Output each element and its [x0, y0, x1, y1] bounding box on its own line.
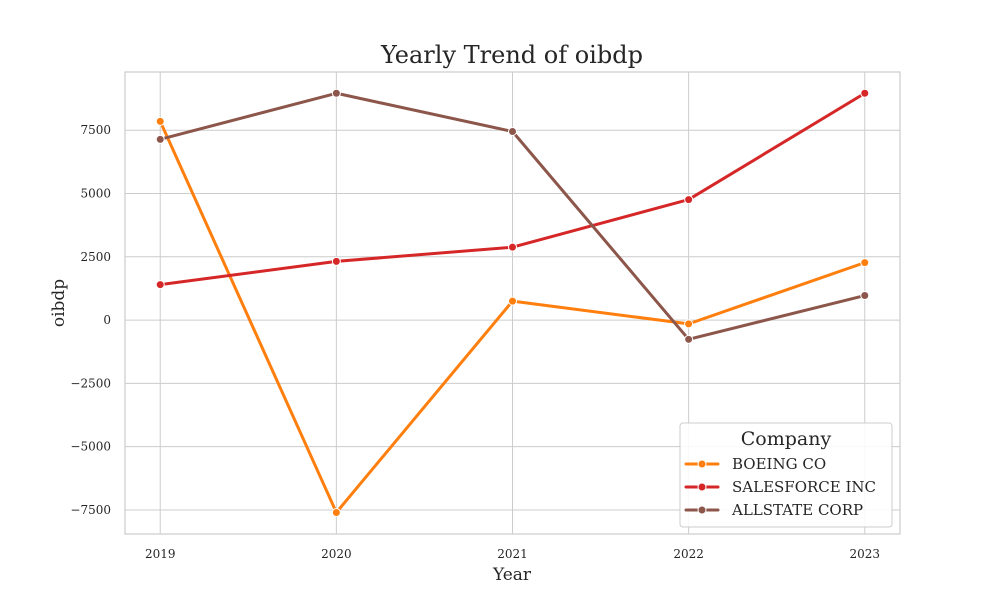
y-tick-label: 0 [103, 313, 111, 327]
legend-swatch-marker [697, 459, 707, 469]
chart-title: Yearly Trend of oibdp [380, 41, 643, 69]
legend-entry-allstate-corp: ALLSTATE CORP [684, 501, 863, 519]
y-tick-label: −7500 [70, 503, 111, 517]
legend-label: SALESFORCE INC [732, 478, 876, 496]
y-tick-label: −2500 [70, 376, 111, 390]
data-point [508, 242, 517, 252]
data-point [684, 334, 694, 344]
series-salesforce-inc [155, 88, 870, 290]
x-tick-label: 2023 [849, 547, 880, 561]
x-tick-label: 2020 [321, 547, 352, 561]
x-tick-labels: 2019 2020 2021 2022 2023 [145, 547, 880, 561]
data-point [684, 319, 694, 329]
legend-swatch-marker [697, 482, 707, 492]
legend-title: Company [741, 428, 832, 450]
legend-entries: BOEING CO SALESFORCE INC ALLSTATE CORP [684, 455, 876, 519]
data-point [860, 88, 870, 98]
data-point [331, 88, 341, 98]
series-boeing-co [155, 116, 870, 517]
data-point [860, 291, 870, 301]
y-tick-label: 5000 [80, 187, 111, 201]
data-point [155, 280, 165, 290]
legend: Company BOEING CO SALESFORCE INC ALLSTATE … [679, 422, 893, 528]
legend-entry-boeing-co: BOEING CO [684, 455, 826, 473]
data-point [684, 195, 694, 205]
x-tick-label: 2021 [497, 547, 528, 561]
y-tick-labels: −7500 −5000 −2500 0 2500 5000 7500 [70, 123, 111, 517]
data-point [331, 507, 341, 517]
legend-swatch-marker [697, 505, 707, 515]
y-axis-title: oibdp [49, 279, 69, 327]
x-axis-title: Year [492, 565, 532, 585]
data-point [508, 126, 517, 136]
series-allstate-corp [155, 88, 870, 344]
legend-label: BOEING CO [732, 455, 826, 473]
x-tick-label: 2022 [673, 547, 704, 561]
y-tick-label: −5000 [70, 440, 111, 454]
x-tick-label: 2019 [145, 547, 176, 561]
legend-label: ALLSTATE CORP [731, 501, 863, 519]
data-point [331, 256, 341, 266]
data-point [155, 116, 165, 126]
data-point [155, 134, 165, 144]
series-layer [155, 88, 870, 517]
data-point [508, 296, 517, 306]
y-tick-label: 7500 [80, 123, 111, 137]
y-tick-label: 2500 [80, 250, 111, 264]
data-point [860, 258, 870, 268]
legend-entry-salesforce-inc: SALESFORCE INC [684, 478, 876, 496]
legend-box [679, 422, 893, 528]
